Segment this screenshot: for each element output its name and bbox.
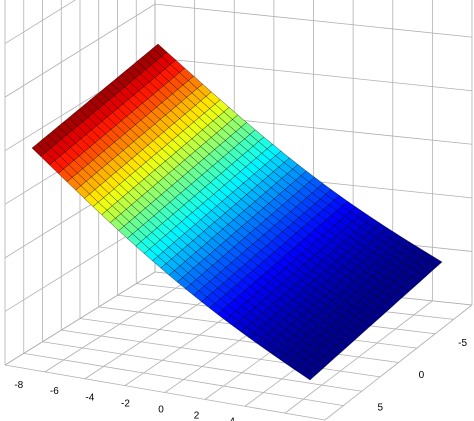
- x-tick-label: -4: [85, 392, 94, 403]
- x-tick-label: -6: [50, 386, 59, 397]
- surface-patch: [428, 256, 443, 268]
- x-tick-label: -2: [121, 398, 130, 409]
- tick-labels: -8-6-4-202468-50510: [14, 338, 467, 421]
- x-tick-label: 2: [194, 411, 200, 421]
- y-tick-label: 0: [419, 370, 425, 381]
- y-tick-label: -5: [458, 338, 467, 349]
- wall-grid-line: [4, 0, 77, 44]
- x-tick-label: 0: [158, 405, 164, 416]
- wall-grid-line: [4, 271, 156, 366]
- x-tick-label: -8: [14, 380, 23, 391]
- wall-grid-line: [4, 3, 156, 98]
- x-tick-label: 4: [229, 417, 235, 421]
- surface: [31, 43, 443, 381]
- y-tick-label: 5: [377, 402, 383, 413]
- wall-grid-line: [154, 57, 473, 92]
- floor-grid-line: [284, 300, 433, 414]
- wall-grid-line: [154, 3, 473, 38]
- floor-grid-line: [324, 304, 473, 421]
